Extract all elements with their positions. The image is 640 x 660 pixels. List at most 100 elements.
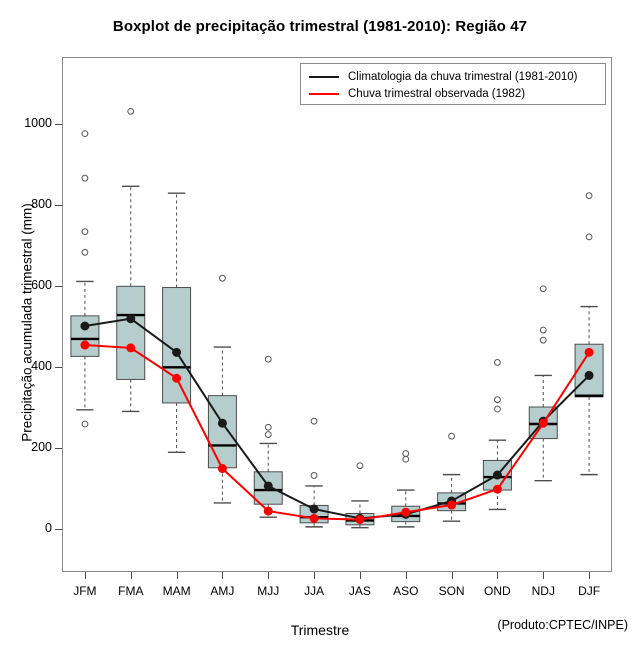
series-point (217, 464, 227, 474)
boxplot-MJJ (253, 355, 283, 518)
outlier-point (264, 423, 272, 431)
series-point (401, 507, 411, 517)
boxplot-NDJ (528, 285, 558, 482)
series-point (584, 347, 594, 357)
series-point (355, 515, 365, 525)
x-tick-mark (176, 572, 178, 579)
series-point (492, 470, 502, 480)
outlier-point (264, 355, 272, 363)
series-point (126, 343, 136, 353)
legend-swatch-observada (309, 92, 339, 95)
series-climatologia (80, 314, 594, 523)
y-tick-mark (55, 366, 62, 368)
outlier-point (81, 130, 89, 138)
outlier-point (356, 462, 364, 470)
legend: Climatologia da chuva trimestral (1981-2… (300, 63, 606, 105)
outlier-point (81, 228, 89, 236)
outlier-point (494, 396, 501, 404)
x-tick-label: JJA (304, 584, 325, 598)
x-tick-mark (405, 572, 407, 579)
x-tick-label: SON (438, 584, 465, 598)
series-line (84, 317, 590, 520)
x-tick-mark (314, 572, 316, 579)
outlier-point (402, 450, 410, 457)
x-tick-label: MJJ (257, 584, 280, 598)
series-point (492, 484, 502, 494)
line-series-group (80, 314, 594, 525)
x-axis-label: Trimestre (290, 622, 350, 638)
x-tick-mark (451, 572, 453, 579)
x-tick-mark (589, 572, 591, 579)
outlier-point (539, 285, 547, 293)
x-tick-label: OND (484, 584, 511, 598)
x-tick-label: ASO (393, 584, 419, 598)
y-tick-label: 1000 (24, 115, 52, 130)
x-tick-label: JAS (348, 584, 371, 598)
series-point (80, 321, 90, 331)
series-line (84, 344, 590, 521)
box (116, 285, 146, 380)
outlier-point (81, 248, 89, 256)
x-tick-mark (359, 572, 361, 579)
outlier-point (310, 417, 318, 425)
credit-note: (Produto:CPTEC/INPE) (497, 618, 628, 632)
legend-label-climatologia: Climatologia da chuva trimestral (1981-2… (348, 70, 578, 83)
x-tick-mark (543, 572, 545, 579)
outlier-point (585, 192, 593, 199)
y-tick-label: 800 (31, 196, 52, 211)
outlier-point (585, 233, 593, 241)
y-tick-label: 0 (45, 520, 52, 535)
boxplot-FMA (116, 107, 146, 413)
series-point (126, 314, 136, 324)
outlier-point (310, 472, 318, 479)
series-observada (80, 340, 594, 525)
x-tick-mark (84, 572, 86, 579)
boxplot-DJF (574, 192, 604, 476)
series-point (538, 418, 548, 428)
x-tick-mark (497, 572, 499, 579)
outlier-point (539, 336, 547, 344)
series-point (309, 513, 319, 523)
series-point (172, 347, 182, 357)
outlier-point (494, 405, 501, 413)
legend-entry-observada: Chuva trimestral observada (1982) (301, 85, 605, 102)
boxplot-MAM (162, 192, 192, 454)
plot-area (62, 57, 612, 572)
series-point (263, 506, 273, 516)
series-point (584, 370, 594, 380)
legend-swatch-climatologia (309, 75, 339, 78)
y-tick-mark (55, 528, 62, 530)
y-tick-mark (55, 447, 62, 449)
series-point (172, 373, 182, 383)
series-point (217, 418, 227, 428)
x-tick-label: NDJ (531, 584, 555, 598)
chart-title: Boxplot de precipitação trimestral (1981… (112, 18, 528, 35)
x-tick-label: FMA (118, 584, 144, 598)
x-tick-mark (130, 572, 132, 579)
outlier-point (264, 431, 272, 438)
x-tick-label: DJF (578, 584, 601, 598)
outlier-point (448, 432, 455, 440)
legend-entry-climatologia: Climatologia da chuva trimestral (1981-2… (301, 68, 605, 85)
y-tick-mark (55, 285, 62, 287)
boxplot-group (70, 107, 604, 529)
series-point (309, 504, 319, 514)
y-tick-label: 200 (31, 439, 52, 454)
x-tick-label: JFM (73, 584, 97, 598)
outlier-point (81, 174, 89, 182)
outlier-point (494, 359, 501, 366)
series-point (263, 481, 273, 491)
x-tick-label: AMJ (210, 584, 235, 598)
y-tick-label: 600 (31, 277, 52, 292)
outlier-point (402, 455, 410, 463)
outlier-point (539, 326, 547, 334)
series-point (80, 340, 90, 350)
y-tick-mark (55, 123, 62, 125)
y-tick-label: 400 (31, 358, 52, 373)
x-tick-mark (222, 572, 224, 579)
outlier-point (81, 420, 89, 428)
y-tick-mark (55, 204, 62, 206)
x-tick-label: MAM (162, 584, 191, 598)
